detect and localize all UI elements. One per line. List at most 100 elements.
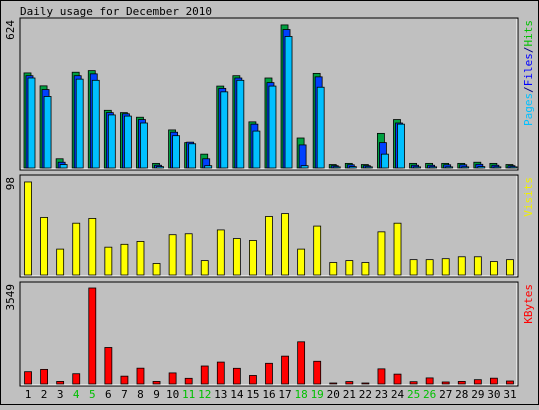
legend-visits: Visits: [522, 177, 535, 217]
bar-kbytes-day-19: [313, 360, 322, 385]
legend-part: /: [522, 86, 535, 93]
x-tick-label: 20: [327, 388, 340, 401]
x-tick-label: 23: [375, 388, 388, 401]
bar-pages-day-18: [300, 165, 309, 169]
bar-visits-day-17: [281, 213, 289, 276]
bar-pages-day-17: [284, 36, 293, 169]
x-tick-label: 26: [423, 388, 436, 401]
bar-pages-day-20: [332, 166, 341, 169]
x-tick-label: 14: [230, 388, 244, 401]
bar-pages-day-25: [413, 166, 421, 169]
bar-pages-day-22: [364, 166, 373, 169]
bar-pages-day-1: [27, 77, 36, 169]
bar-visits-day-9: [152, 263, 161, 276]
bar-visits-day-8: [136, 241, 145, 276]
bar-visits-day-4: [72, 222, 81, 276]
bar-visits-day-16: [265, 216, 273, 276]
x-tick-label: 30: [487, 388, 500, 401]
bar-visits-day-12: [200, 260, 209, 276]
y-max-label: 624: [4, 20, 17, 40]
bar-visits-day-10: [168, 234, 177, 276]
bar-kbytes-day-13: [216, 361, 225, 385]
bar-visits-day-20: [329, 262, 338, 276]
bar-pages-day-19: [316, 86, 325, 169]
bar-pages-day-21: [348, 166, 357, 169]
panel-visits: 98 Visits: [4, 174, 535, 278]
bar-kbytes-day-2: [40, 368, 48, 385]
x-tick-label: 11: [182, 388, 195, 401]
bar-pages-day-5: [91, 79, 100, 169]
bar-kbytes-day-3: [56, 381, 65, 385]
x-tick-label: 27: [439, 388, 452, 401]
bar-visits-day-28: [457, 256, 466, 276]
bar-pages-day-12: [204, 165, 213, 169]
bar-pages-day-30: [493, 166, 502, 169]
bar-kbytes-day-5: [88, 287, 97, 385]
bar-visits-day-13: [216, 229, 225, 276]
legend-part: Pages: [522, 93, 535, 126]
bar-visits-day-15: [249, 240, 257, 276]
x-tick-label: 9: [153, 388, 160, 401]
bar-visits-day-21: [345, 260, 354, 276]
x-tick-label: 25: [407, 388, 420, 401]
bar-visits-day-3: [56, 248, 65, 276]
x-tick-label: 6: [105, 388, 112, 401]
x-tick-label: 18: [295, 388, 308, 401]
bar-pages-day-4: [75, 78, 84, 169]
bar-visits-day-29: [473, 256, 482, 276]
legend-part: Hits: [522, 20, 535, 47]
bar-visits-day-6: [104, 246, 113, 276]
bar-visits-day-11: [184, 233, 193, 276]
bar-kbytes-day-4: [72, 373, 81, 385]
bar-pages-day-28: [461, 166, 470, 169]
bar-visits-day-7: [120, 243, 129, 276]
chart-title: Daily usage for December 2010: [20, 5, 212, 18]
bar-kbytes-day-22: [361, 382, 370, 385]
bar-kbytes-day-18: [297, 341, 306, 385]
bar-visits-day-18: [297, 248, 306, 276]
x-tick-label: 29: [471, 388, 484, 401]
bar-pages-day-14: [236, 79, 245, 169]
x-tick-label: 4: [73, 388, 80, 401]
bar-kbytes-day-28: [457, 381, 466, 385]
x-tick-label: 8: [137, 388, 144, 401]
bar-visits-day-2: [40, 217, 48, 276]
bar-kbytes-day-10: [168, 372, 177, 385]
bar-pages-day-24: [397, 123, 405, 169]
panel-kbytes: 3549 KBytes: [4, 281, 535, 387]
bar-kbytes-day-1: [24, 371, 32, 385]
x-tick-label: 24: [391, 388, 405, 401]
bar-kbytes-day-31: [506, 380, 514, 385]
legend-part: Files: [522, 53, 535, 86]
bar-pages-day-3: [59, 164, 68, 169]
x-tick-label: 7: [121, 388, 128, 401]
bar-pages-day-9: [156, 166, 164, 169]
bar-visits-day-1: [24, 181, 32, 276]
bar-visits-day-14: [232, 238, 241, 276]
bar-kbytes-day-16: [265, 362, 273, 385]
bar-pages-day-7: [123, 115, 132, 169]
x-tick-label: 17: [278, 388, 291, 401]
bar-visits-day-30: [489, 261, 498, 276]
bar-visits-day-26: [425, 259, 434, 276]
bar-pages-day-31: [509, 166, 518, 169]
x-tick-label: 5: [89, 388, 96, 401]
bar-kbytes-day-6: [104, 347, 113, 385]
bar-pages-day-10: [172, 135, 180, 169]
bar-pages-day-11: [188, 143, 197, 169]
bar-kbytes-day-25: [409, 381, 418, 385]
bar-pages-day-26: [429, 166, 438, 169]
x-tick-label: 10: [166, 388, 179, 401]
bar-pages-day-8: [140, 122, 148, 169]
bar-kbytes-day-8: [136, 367, 145, 385]
legend-part: /: [522, 47, 535, 54]
legend-kbytes: KBytes: [522, 284, 535, 324]
x-tick-label: 16: [262, 388, 275, 401]
bar-kbytes-day-20: [329, 382, 338, 385]
bar-visits-day-31: [506, 259, 514, 276]
bar-pages-day-16: [268, 85, 277, 169]
bar-kbytes-day-30: [489, 377, 498, 385]
